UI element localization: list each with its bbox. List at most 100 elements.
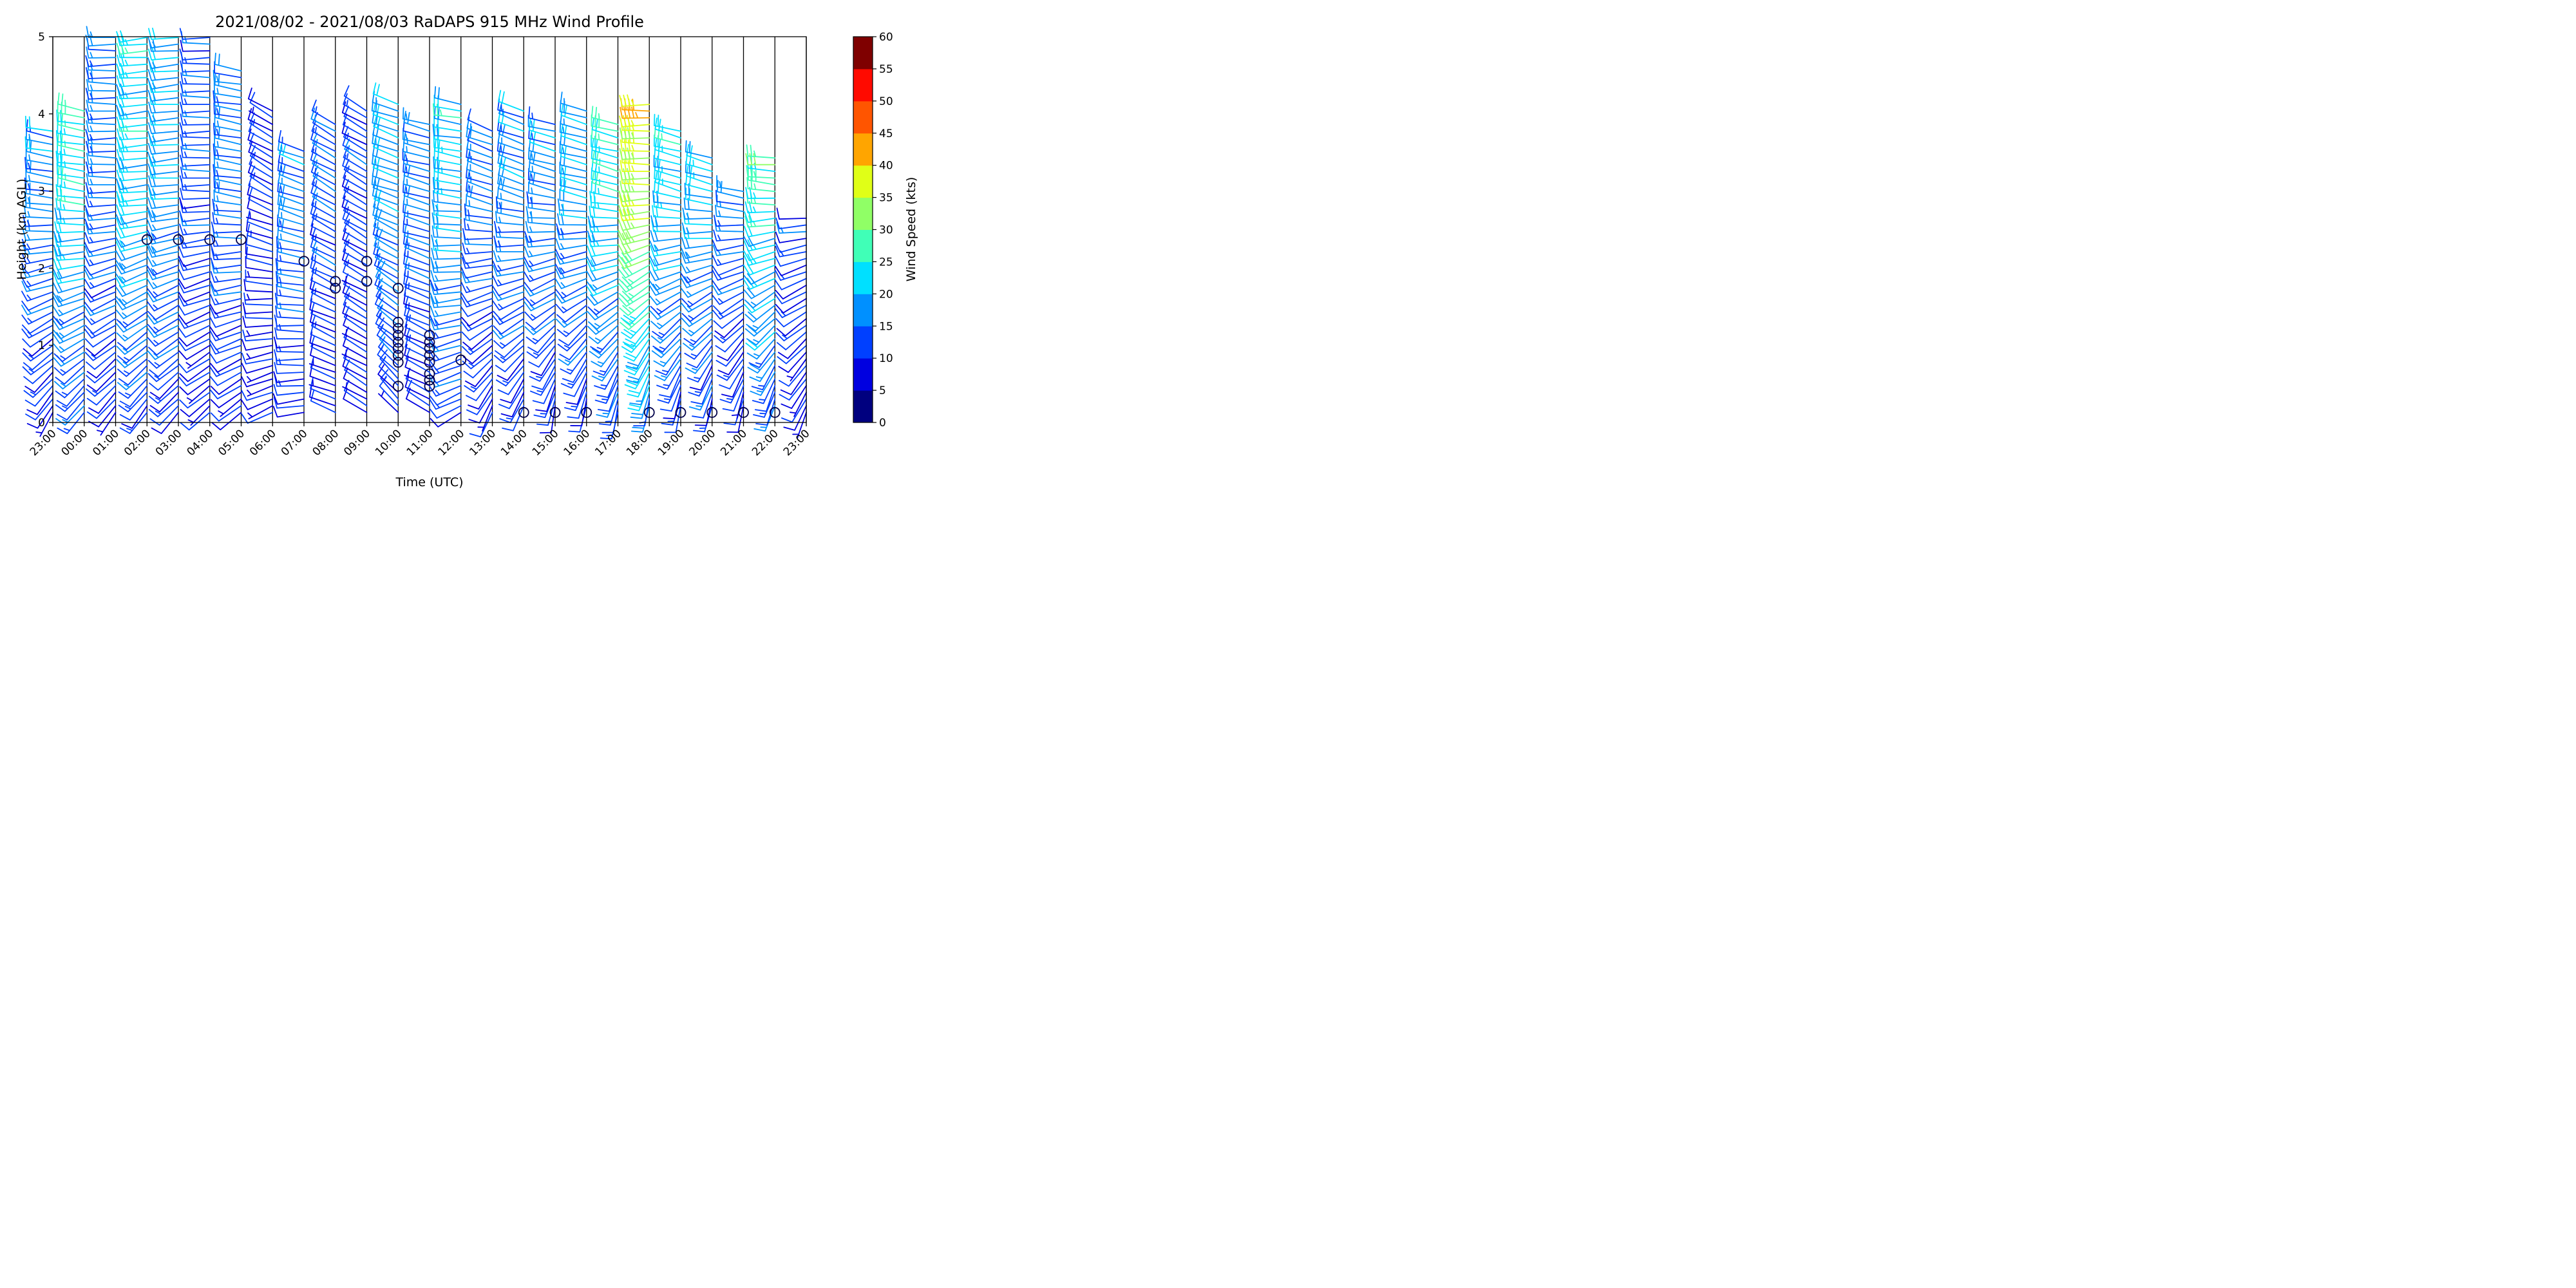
wind-barb	[53, 272, 85, 285]
wind-barb	[746, 165, 776, 179]
wind-barb	[528, 106, 556, 126]
wind-barb	[311, 120, 336, 146]
wind-barb	[247, 108, 274, 132]
wind-barb	[681, 236, 713, 249]
wind-barb	[117, 128, 148, 140]
wind-barb	[178, 278, 211, 290]
wind-barb	[753, 392, 776, 418]
wind-barb	[687, 358, 713, 383]
wind-barb	[148, 28, 179, 40]
wind-barb	[717, 351, 744, 375]
wind-barb	[342, 228, 368, 252]
wind-barb	[589, 338, 619, 359]
wind-barb	[274, 349, 305, 361]
wind-barb	[343, 85, 368, 112]
wind-barb	[682, 317, 713, 337]
calm-marker	[424, 337, 435, 348]
wind-barb	[24, 177, 53, 193]
wind-barb	[372, 82, 399, 105]
wind-barb	[716, 175, 744, 193]
calm-marker	[392, 283, 404, 294]
wind-barb	[685, 351, 713, 374]
wind-barb	[618, 271, 650, 288]
wind-barb	[526, 191, 556, 205]
wind-barb	[242, 329, 274, 342]
wind-barb	[618, 232, 650, 245]
wind-barb	[466, 169, 493, 193]
wind-barb	[55, 198, 85, 213]
wind-barb	[274, 327, 305, 340]
wind-barb	[524, 256, 556, 268]
wind-barb	[245, 270, 274, 279]
colorbar-tick-label: 55	[879, 63, 893, 76]
wind-barb	[539, 405, 556, 433]
wind-barb	[649, 259, 681, 272]
wind-barb	[402, 151, 430, 172]
wind-barb	[557, 198, 587, 213]
wind-barb	[495, 211, 525, 226]
wind-barb	[84, 264, 117, 276]
wind-barb	[179, 101, 211, 114]
wind-barb	[243, 292, 274, 306]
wind-barb	[712, 240, 744, 252]
wind-barb	[372, 156, 399, 179]
colorbar-segment	[853, 229, 873, 262]
wind-barb	[651, 338, 681, 358]
wind-barb	[430, 315, 462, 327]
wind-barb	[681, 247, 713, 260]
wind-barb	[688, 372, 713, 397]
wind-barb	[498, 155, 525, 179]
wind-barb	[24, 156, 53, 172]
wind-barb	[654, 126, 681, 146]
wind-barb	[147, 242, 179, 254]
wind-barb	[117, 54, 148, 67]
wind-barb	[25, 398, 53, 421]
wind-barb	[117, 345, 148, 364]
x-tick-label: 15:00	[530, 427, 562, 459]
wind-barb	[497, 372, 525, 395]
wind-barb	[373, 242, 399, 266]
wind-barb	[776, 207, 807, 220]
wind-barb	[86, 378, 117, 397]
wind-barb	[618, 189, 650, 203]
wind-barb	[373, 115, 399, 138]
wind-barb	[466, 392, 493, 415]
wind-barb	[57, 113, 85, 132]
wind-barb	[405, 348, 430, 373]
wind-barb	[714, 325, 744, 344]
wind-barb	[726, 405, 744, 433]
wind-barb	[562, 358, 587, 383]
wind-barb	[116, 137, 148, 149]
wind-barb	[274, 292, 305, 306]
wind-barb	[434, 86, 462, 105]
wind-barb	[52, 291, 85, 303]
wind-barb	[180, 60, 211, 73]
wind-barb	[209, 317, 242, 328]
wind-barb	[554, 249, 587, 260]
wind-barb	[84, 232, 117, 244]
wind-barb	[151, 412, 179, 434]
wind-barb	[681, 222, 713, 234]
wind-barb	[248, 120, 274, 146]
calm-marker	[424, 374, 435, 386]
wind-barb	[588, 325, 619, 345]
colorbar-tick-label: 60	[879, 31, 893, 44]
wind-barb	[147, 122, 179, 135]
wind-barb	[560, 91, 587, 112]
wind-barb	[719, 365, 744, 390]
wind-barb	[716, 180, 744, 199]
wind-barb	[84, 218, 117, 231]
wind-barb	[746, 325, 776, 346]
wind-barb	[180, 113, 211, 126]
wind-barb	[783, 405, 807, 431]
wind-barb	[721, 372, 744, 398]
wind-barb	[556, 305, 587, 323]
wind-barb	[25, 169, 53, 185]
wind-barb	[179, 28, 211, 40]
wind-barb	[663, 392, 681, 420]
wind-barb	[186, 384, 211, 404]
wind-barb	[432, 176, 462, 193]
wind-barb	[55, 378, 85, 399]
wind-barb	[565, 378, 587, 405]
wind-barb	[790, 392, 807, 417]
